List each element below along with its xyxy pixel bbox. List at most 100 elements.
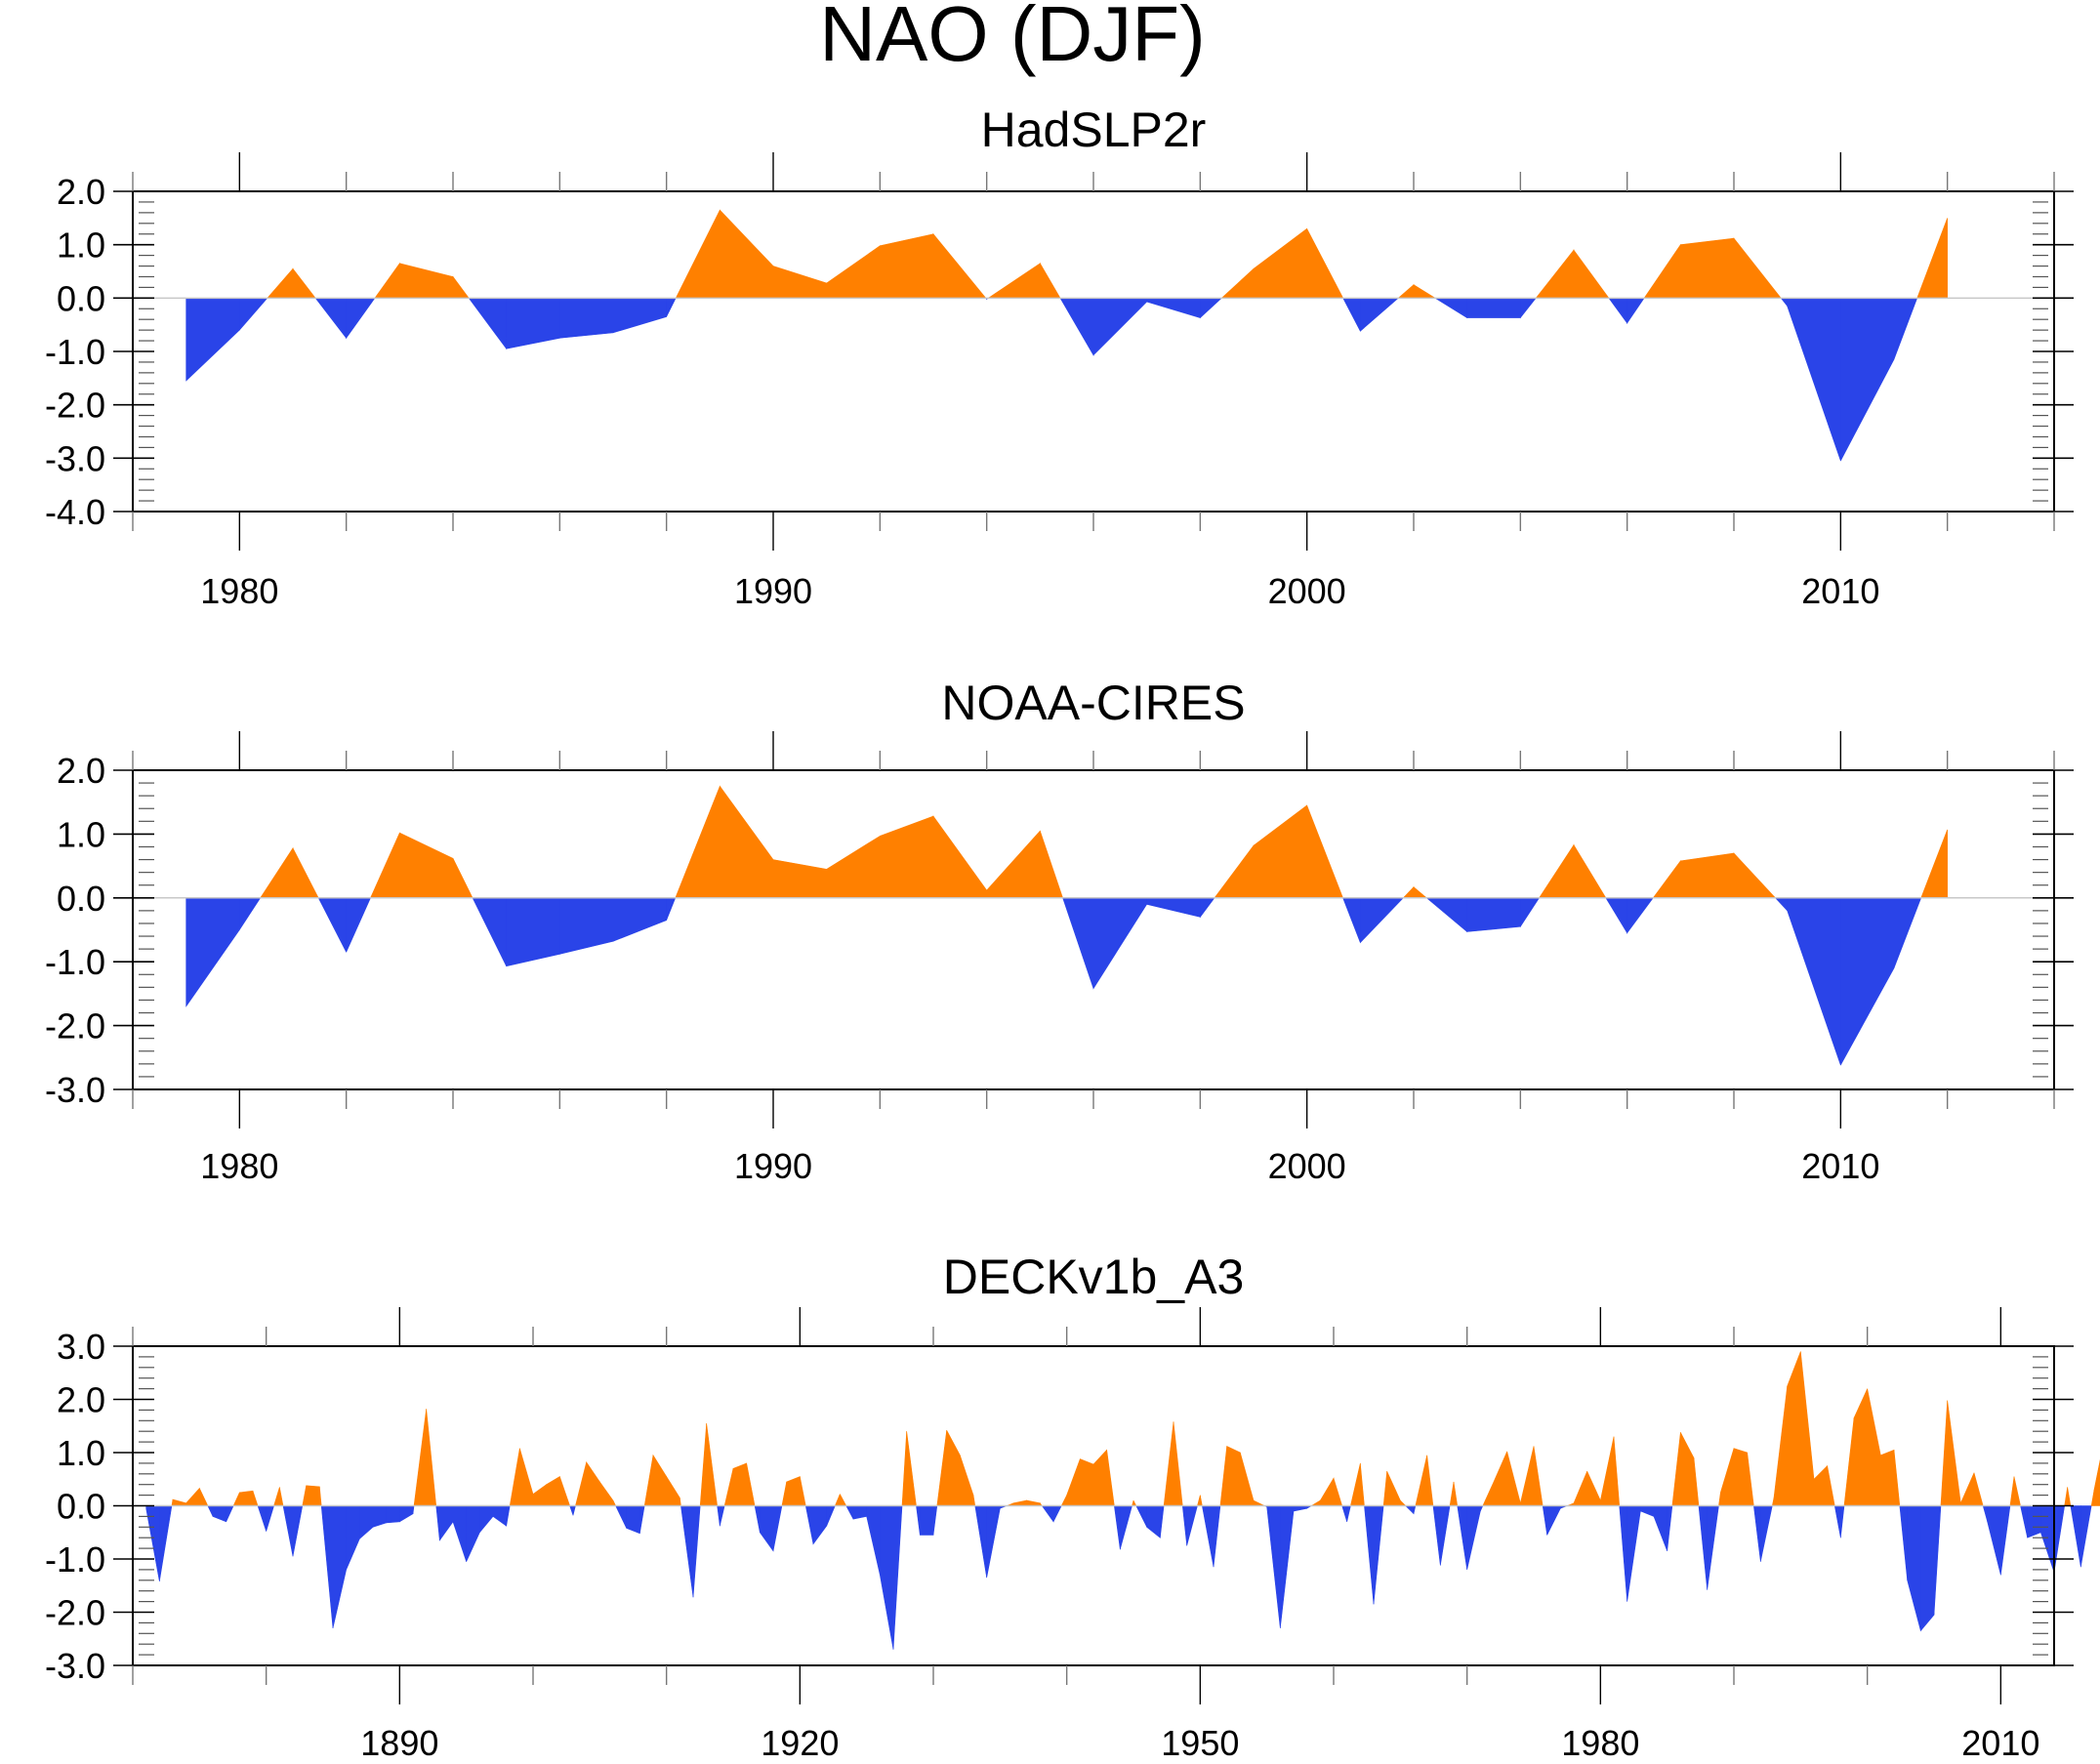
- negative-area: [1546, 1505, 1561, 1536]
- positive-area: [1800, 1351, 1815, 1506]
- negative-area: [2070, 1505, 2081, 1568]
- negative-area: [920, 1505, 934, 1536]
- panel-hadslp2r: HadSLP2r 2.0 1.0 0.0 -1.0 -2.0 -3.0 -4.0 1980 199…: [45, 103, 2074, 611]
- positive-area: [319, 1486, 322, 1506]
- negative-area: [1893, 298, 1918, 360]
- positive-area: [273, 1487, 280, 1506]
- negative-area: [1907, 1505, 1921, 1631]
- negative-area: [1667, 1505, 1673, 1551]
- positive-area: [1400, 1499, 1407, 1506]
- negative-area: [572, 1505, 576, 1516]
- positive-area: [612, 1499, 617, 1506]
- negative-area: [1160, 1505, 1165, 1538]
- positive-area: [1586, 1470, 1601, 1506]
- positive-area: [840, 1494, 847, 1506]
- negative-area: [559, 298, 614, 339]
- negative-area: [266, 1505, 274, 1532]
- x-tick-label: 1980: [200, 571, 278, 611]
- negative-area: [346, 897, 371, 953]
- positive-area: [1333, 1478, 1343, 1506]
- y-tick-label: -3.0: [45, 1646, 105, 1686]
- y-tick-label: 1.0: [57, 1433, 105, 1473]
- x-tick-label: 2010: [1961, 1723, 2039, 1763]
- positive-area: [732, 1462, 747, 1506]
- positive-area: [1787, 1351, 1801, 1506]
- y-tick-label: 1.0: [57, 226, 105, 266]
- negative-area: [852, 1505, 867, 1520]
- negative-area: [1041, 1505, 1054, 1523]
- positive-area: [1106, 1450, 1115, 1506]
- negative-area: [185, 298, 240, 382]
- negative-area: [1342, 897, 1361, 943]
- negative-area: [692, 1505, 701, 1598]
- y-tick-label: -1.0: [45, 942, 105, 982]
- positive-area: [260, 846, 294, 899]
- positive-area: [1413, 886, 1428, 899]
- positive-area: [946, 1429, 961, 1506]
- negative-area: [2053, 1505, 2066, 1573]
- negative-area: [472, 897, 507, 966]
- negative-area: [212, 1505, 226, 1523]
- negative-area: [1626, 298, 1645, 325]
- negative-area: [1360, 897, 1405, 944]
- positive-area: [675, 209, 721, 299]
- negative-area: [412, 1505, 415, 1514]
- negative-area: [1893, 897, 1922, 968]
- negative-area: [257, 1505, 267, 1532]
- negative-area: [569, 1505, 574, 1516]
- positive-area: [1843, 1417, 1855, 1506]
- y-tick-label: 0.0: [57, 879, 105, 919]
- negative-area: [1342, 298, 1361, 332]
- positive-area: [306, 1485, 320, 1506]
- positive-area: [1940, 1400, 1948, 1506]
- positive-area: [239, 1490, 254, 1506]
- negative-area: [880, 1505, 894, 1650]
- positive-area: [1320, 1477, 1335, 1506]
- negative-area: [1146, 897, 1201, 918]
- positive-area: [1733, 237, 1782, 299]
- negative-area: [1640, 1505, 1655, 1517]
- positive-area: [1415, 1455, 1427, 1506]
- positive-area: [1747, 1452, 1754, 1506]
- negative-area: [314, 298, 347, 340]
- negative-area: [760, 1505, 774, 1552]
- positive-area: [679, 1497, 681, 1506]
- negative-area: [1364, 1505, 1375, 1605]
- negative-area: [2027, 1505, 2041, 1538]
- positive-area: [519, 1448, 534, 1506]
- positive-area: [2093, 1458, 2100, 1506]
- negative-area: [1280, 1505, 1295, 1628]
- negative-area: [892, 1505, 903, 1650]
- positive-area: [252, 1491, 259, 1506]
- positive-area: [1132, 1499, 1137, 1506]
- negative-area: [1201, 1505, 1215, 1568]
- positive-area: [932, 815, 987, 899]
- negative-area: [666, 897, 677, 921]
- negative-area: [332, 1505, 347, 1628]
- y-tick-label: 3.0: [57, 1327, 105, 1367]
- negative-area: [452, 1505, 467, 1562]
- positive-area: [1226, 1445, 1241, 1506]
- positive-area: [1163, 1421, 1174, 1506]
- negative-area: [1120, 1505, 1132, 1550]
- positive-area: [1643, 243, 1681, 299]
- positive-area: [374, 262, 400, 299]
- negative-area: [812, 1505, 827, 1545]
- panel-title: DECKv1b_A3: [943, 1250, 1245, 1304]
- negative-area: [1933, 1505, 1942, 1616]
- negative-area: [372, 1505, 387, 1528]
- negative-area: [986, 1505, 1001, 1579]
- positive-area: [1173, 1421, 1183, 1506]
- positive-area: [599, 1481, 614, 1506]
- positive-area: [1397, 284, 1415, 299]
- negative-area: [1774, 897, 1788, 912]
- positive-area: [185, 1487, 200, 1506]
- negative-area: [1341, 1505, 1347, 1522]
- negative-area: [1186, 1505, 1198, 1546]
- negative-area: [292, 1505, 304, 1557]
- y-tick-label: 0.0: [57, 278, 105, 318]
- negative-area: [1626, 897, 1654, 934]
- positive-area: [652, 1454, 667, 1506]
- positive-area: [1916, 218, 1948, 299]
- positive-area: [834, 1494, 841, 1506]
